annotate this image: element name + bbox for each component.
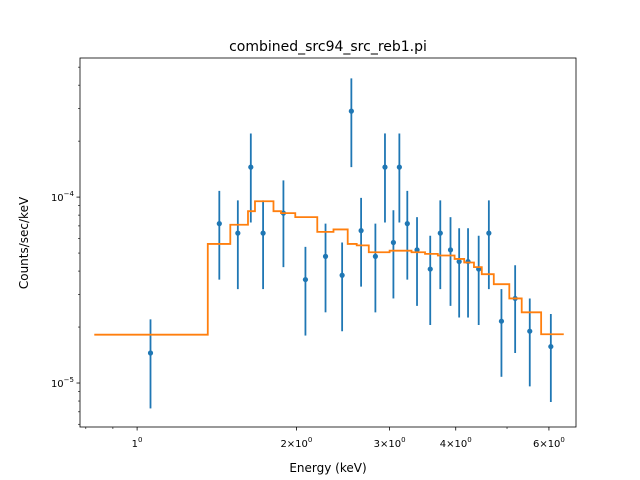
data-point <box>382 164 388 170</box>
data-point-group <box>248 133 254 223</box>
axes-frame <box>79 57 577 428</box>
x-tick-label: 10 <box>132 436 143 450</box>
data-point <box>302 276 309 283</box>
data-point <box>339 272 345 278</box>
data-point <box>414 247 420 253</box>
data-point <box>437 230 443 236</box>
data-point <box>147 350 154 356</box>
data-point-group <box>548 314 554 403</box>
data-point-group <box>339 242 345 332</box>
data-point <box>427 266 433 272</box>
data-point-group <box>358 197 364 287</box>
data-point <box>358 228 364 234</box>
tick-marks: 10 2×100 3×100 4×100 6×100 10−5 10−4 <box>51 66 565 450</box>
data-point-group <box>414 217 420 306</box>
x-tick-label: 3×100 <box>374 436 406 450</box>
data-point <box>527 328 533 334</box>
data-point-group <box>390 210 397 299</box>
data-point-group <box>396 133 402 223</box>
data-point-group <box>372 223 378 313</box>
data-point-group <box>235 200 241 290</box>
data-point-group <box>437 200 443 290</box>
data-point <box>498 318 505 324</box>
data-point <box>486 230 492 236</box>
data-point-group <box>456 228 462 318</box>
data-point-group <box>302 246 309 336</box>
data-point <box>447 247 454 253</box>
x-axis-label: Energy (keV) <box>289 461 366 475</box>
data-point-group <box>348 78 354 168</box>
x-tick-label: 2×100 <box>280 436 312 450</box>
data-point <box>548 343 554 350</box>
data-point-group <box>382 133 388 223</box>
y-axis-label: Counts/sec/keV <box>17 196 31 289</box>
y-tick-label: 10−4 <box>51 190 75 204</box>
y-tick-label: 10−5 <box>51 376 74 390</box>
data-point <box>260 230 266 236</box>
data-point-group <box>427 235 433 326</box>
data-point <box>348 108 354 114</box>
data-point <box>396 164 402 170</box>
chart-title: combined_src94_src_reb1.pi <box>229 39 427 55</box>
data-point <box>404 221 410 227</box>
data-point <box>235 230 241 236</box>
data-point <box>248 164 254 170</box>
x-tick-label: 6×100 <box>533 436 565 450</box>
data-point <box>322 253 329 259</box>
data-point-group <box>498 289 505 377</box>
data-point <box>465 258 471 265</box>
model-step-line <box>94 200 564 336</box>
data-point <box>390 239 397 246</box>
data-point-group <box>447 217 454 306</box>
data-point-group <box>216 190 222 280</box>
data-point-group <box>404 190 410 280</box>
x-tick-label: 4×100 <box>440 436 472 450</box>
plot-area <box>94 78 564 409</box>
data-point <box>372 253 378 259</box>
data-point <box>216 221 222 227</box>
data-point <box>456 258 462 265</box>
data-point-group <box>260 200 266 290</box>
data-point-group <box>322 223 329 313</box>
